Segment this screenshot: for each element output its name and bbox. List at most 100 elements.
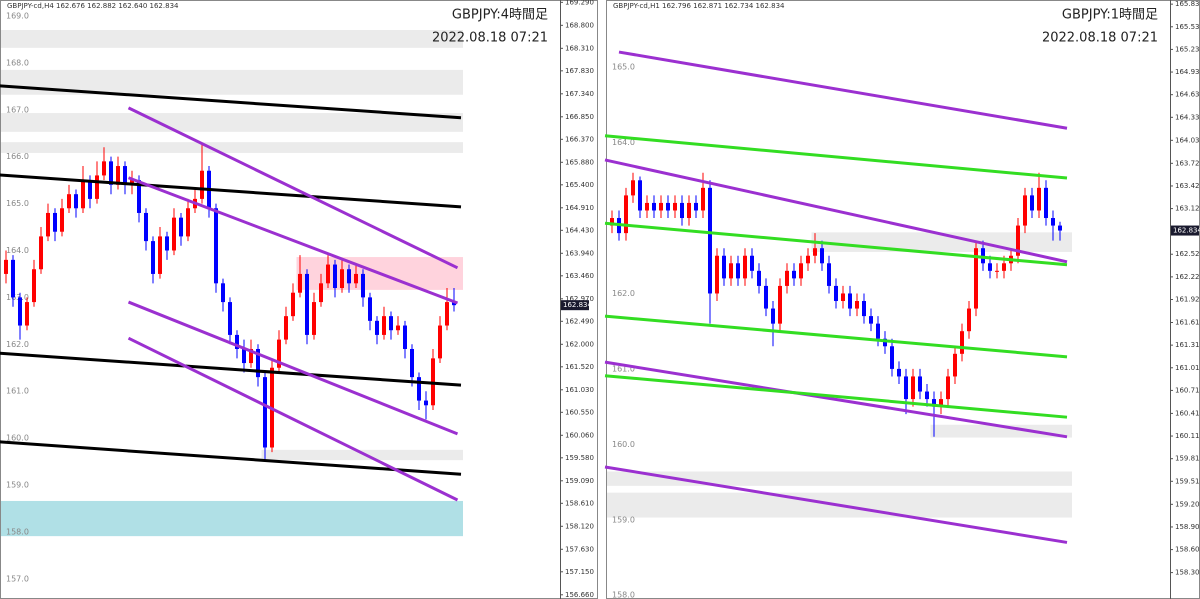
candle-body: [722, 255, 726, 279]
candle-body: [953, 353, 957, 377]
candle-body: [172, 217, 176, 251]
candle-body: [988, 263, 992, 271]
candle-body: [284, 316, 288, 340]
y-tick-label: 160.715: [1175, 386, 1200, 394]
y-tick-label: 165.400: [565, 181, 594, 189]
candle-body: [715, 255, 719, 294]
trend-line: [127, 176, 459, 305]
candle-body: [806, 255, 810, 264]
candle-body: [638, 180, 642, 211]
y-tick-label: 160.060: [565, 431, 594, 439]
chart-subtitle: 2022.08.18 07:21: [432, 31, 548, 46]
candle-body: [116, 166, 120, 185]
level-label: 160.0: [6, 434, 29, 443]
candle-body: [624, 195, 628, 234]
level-label: 158.0: [6, 527, 29, 536]
y-tick-label: 159.580: [565, 454, 594, 462]
candle-body: [277, 339, 281, 368]
candle-body: [659, 202, 663, 211]
candle-body: [631, 180, 635, 196]
last-price-label: 162.834: [563, 301, 592, 309]
candle-body: [60, 208, 64, 232]
candle-body: [361, 273, 365, 298]
candle-body: [305, 273, 309, 335]
candle-body: [452, 302, 456, 306]
y-tick-label: 157.630: [565, 545, 594, 553]
chart-header: GBPJPY-cd,H4 162.676 162.882 162.640 162…: [7, 2, 179, 10]
candle-body: [911, 376, 915, 400]
candle-body: [109, 161, 113, 185]
candle-body: [438, 325, 442, 359]
y-tick-label: 162.520: [1175, 250, 1200, 258]
candle-body: [158, 236, 162, 274]
candle-body: [792, 270, 796, 279]
candle-body: [897, 368, 901, 377]
candle-body: [813, 248, 817, 256]
candle-body: [263, 377, 267, 448]
candle-body: [736, 263, 740, 279]
trend-line: [618, 50, 1068, 130]
candle-body: [235, 334, 239, 349]
y-tick-label: 169.290: [565, 0, 594, 6]
trend-line: [127, 106, 459, 270]
level-label: 164.0: [6, 246, 29, 255]
y-tick-label: 160.110: [1175, 432, 1200, 440]
candle-body: [904, 376, 908, 400]
chart-title: GBPJPY:4時間足: [452, 8, 548, 23]
candle-body: [750, 255, 754, 271]
level-label: 168.0: [6, 58, 29, 67]
candle-body: [424, 400, 428, 406]
candle-body: [764, 285, 768, 309]
level-label: 165.0: [612, 63, 635, 72]
candle-body: [298, 273, 302, 293]
candle-body: [410, 348, 414, 378]
zone: [607, 471, 1072, 486]
candle-body: [939, 399, 943, 407]
candle-body: [981, 248, 985, 264]
candle-body: [1044, 187, 1048, 219]
level-label: 157.0: [6, 574, 29, 583]
y-tick-label: 158.120: [565, 522, 594, 530]
panel-frame: [0, 0, 598, 599]
candle-body: [890, 346, 894, 369]
y-tick-label: 163.425: [1175, 182, 1200, 190]
candle-body: [368, 297, 372, 321]
level-label: 159.0: [612, 515, 635, 524]
candle-body: [39, 236, 43, 270]
candle-body: [88, 180, 92, 199]
candle-body: [841, 293, 845, 302]
candle-body: [967, 308, 971, 332]
level-label: 159.0: [6, 481, 29, 490]
y-tick-label: 164.335: [1175, 113, 1200, 121]
y-tick-label: 163.125: [1175, 205, 1200, 213]
candle-body: [932, 399, 936, 407]
y-tick-label: 164.430: [565, 226, 594, 234]
candle-body: [687, 202, 691, 219]
level-label: 158.0: [612, 591, 635, 599]
y-tick-label: 158.905: [1175, 523, 1200, 531]
chart-title: GBPJPY:1時間足: [1062, 8, 1158, 23]
trend-line: [0, 440, 462, 476]
y-tick-label: 157.150: [565, 568, 594, 576]
candle-body: [333, 264, 337, 289]
level-label: 161.0: [6, 387, 29, 396]
candle-body: [799, 263, 803, 279]
candle-body: [680, 202, 684, 219]
y-tick-label: 162.000: [565, 340, 594, 348]
y-tick-label: 165.835: [1175, 0, 1200, 8]
level-label: 162.0: [6, 340, 29, 349]
candle-body: [834, 285, 838, 302]
y-tick-label: 161.030: [565, 386, 594, 394]
candle-body: [186, 208, 190, 237]
level-label: 162.0: [612, 289, 635, 298]
candle-body: [389, 316, 393, 331]
y-tick-label: 158.605: [1175, 546, 1200, 554]
zone: [1, 500, 463, 537]
y-tick-label: 163.940: [565, 249, 594, 257]
candle-body: [610, 218, 614, 226]
candle-body: [81, 180, 85, 209]
candle-body: [1037, 187, 1041, 211]
candle-body: [652, 202, 656, 211]
y-tick-label: 166.370: [565, 135, 594, 143]
